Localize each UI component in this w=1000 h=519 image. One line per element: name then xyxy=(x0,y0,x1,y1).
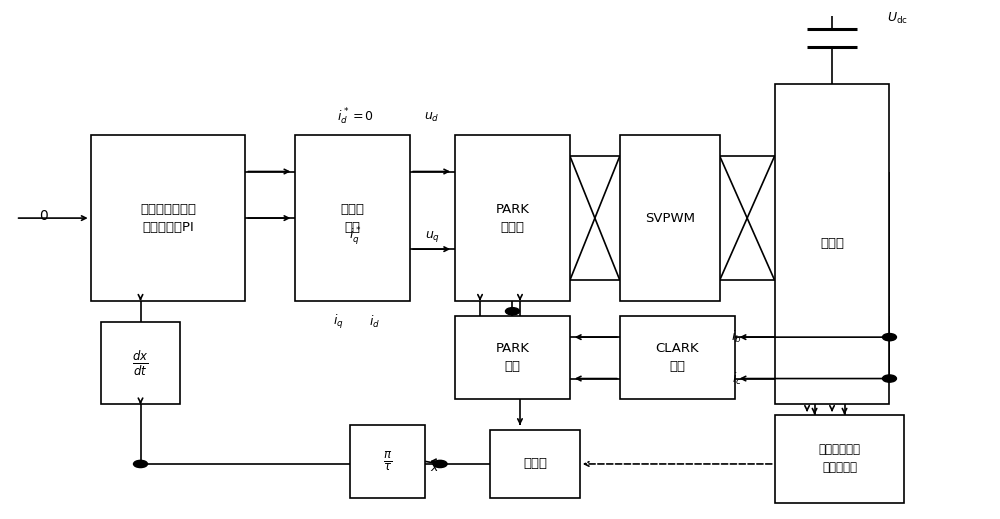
Bar xyxy=(295,135,410,301)
Text: PARK
变换: PARK 变换 xyxy=(495,343,529,373)
Circle shape xyxy=(882,375,896,382)
Bar xyxy=(620,317,735,399)
Text: 0: 0 xyxy=(39,209,48,223)
Bar xyxy=(620,135,720,301)
Text: 逆变器: 逆变器 xyxy=(820,238,844,251)
Bar xyxy=(490,430,580,498)
Text: 电流控
制器: 电流控 制器 xyxy=(341,202,365,234)
Bar xyxy=(91,135,245,301)
Bar xyxy=(775,415,904,503)
Text: $i_q$: $i_q$ xyxy=(333,312,344,331)
Bar xyxy=(775,84,889,404)
Text: $\frac{dx}{dt}$: $\frac{dx}{dt}$ xyxy=(132,348,149,378)
Text: $i_c$: $i_c$ xyxy=(732,371,742,387)
Text: 传感器: 传感器 xyxy=(523,457,547,470)
Text: $i_b$: $i_b$ xyxy=(731,329,742,345)
Circle shape xyxy=(433,460,447,468)
Text: 圆筒型容错永
磁直线电机: 圆筒型容错永 磁直线电机 xyxy=(819,443,861,474)
Text: $x$: $x$ xyxy=(430,461,440,474)
Bar xyxy=(101,322,180,404)
Text: $u_q$: $u_q$ xyxy=(425,229,440,244)
Text: $U_{\rm dc}$: $U_{\rm dc}$ xyxy=(887,11,908,26)
Text: 基于加速度绝对
值的变参数PI: 基于加速度绝对 值的变参数PI xyxy=(140,202,196,234)
Text: $i_d^* = 0$: $i_d^* = 0$ xyxy=(337,107,374,127)
Text: $\frac{\pi}{\tau}$: $\frac{\pi}{\tau}$ xyxy=(383,450,392,473)
Bar xyxy=(455,135,570,301)
Bar xyxy=(455,317,570,399)
Text: CLARK
变换: CLARK 变换 xyxy=(655,343,699,373)
Circle shape xyxy=(134,460,147,468)
Bar xyxy=(350,425,425,498)
Circle shape xyxy=(505,308,519,315)
Text: $u_d$: $u_d$ xyxy=(424,111,440,124)
Text: SVPWM: SVPWM xyxy=(645,212,695,225)
Circle shape xyxy=(882,334,896,341)
Text: $i_d$: $i_d$ xyxy=(369,313,380,330)
Text: $i_q^*$: $i_q^*$ xyxy=(349,225,361,247)
Text: PARK
逆变换: PARK 逆变换 xyxy=(495,202,529,234)
